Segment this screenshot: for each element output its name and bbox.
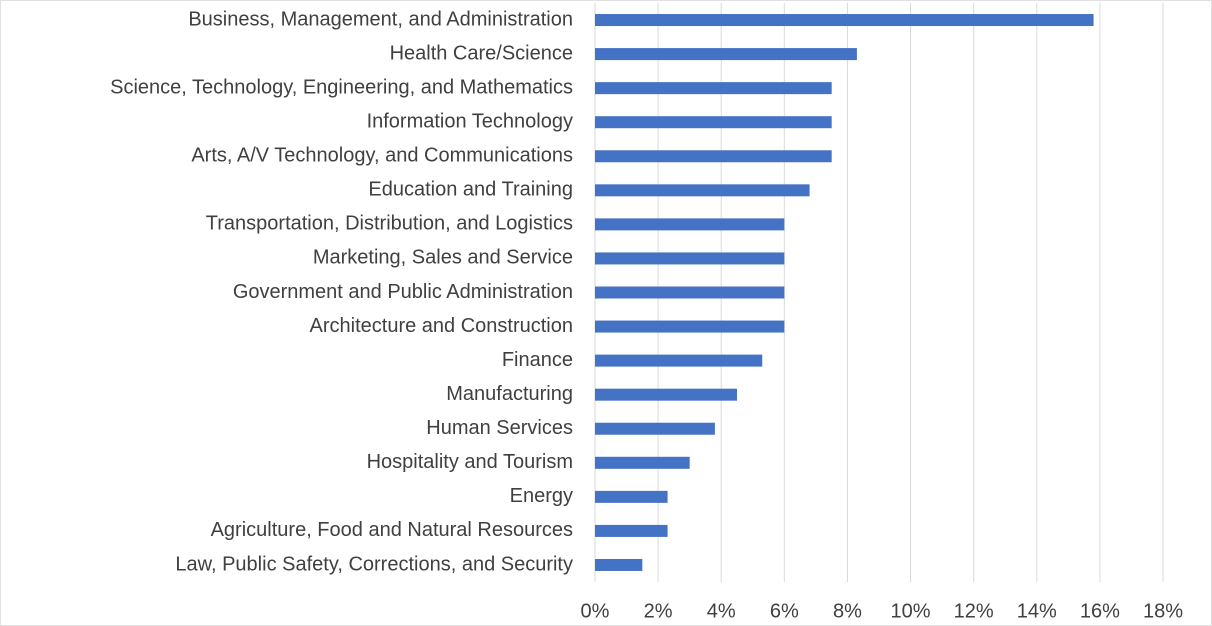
bar [595,422,715,435]
y-tick-label: Agriculture, Food and Natural Resources [211,519,573,541]
bar [595,524,668,537]
y-tick-label: Government and Public Administration [233,281,573,303]
x-tick-label: 8% [833,600,862,622]
bar [595,320,785,333]
bar [595,116,832,129]
y-tick-label: Finance [502,349,573,371]
y-tick-label: Science, Technology, Engineering, and Ma… [110,76,573,98]
bar [595,184,810,197]
y-tick-label: Manufacturing [446,383,573,405]
y-tick-label: Law, Public Safety, Corrections, and Sec… [175,553,573,575]
y-tick-label: Transportation, Distribution, and Logist… [206,213,573,235]
x-tick-label: 12% [954,600,994,622]
bar [595,456,690,469]
y-tick-label: Hospitality and Tourism [367,451,573,473]
bar [595,14,1094,27]
bar [595,82,832,95]
y-tick-label: Information Technology [367,110,573,132]
y-tick-label: Human Services [426,417,573,439]
x-tick-label: 0% [581,600,610,622]
x-tick-label: 16% [1080,600,1120,622]
y-tick-label: Health Care/Science [390,42,573,64]
bar [595,48,857,61]
x-tick-label: 10% [891,600,931,622]
y-tick-label: Arts, A/V Technology, and Communications [191,145,573,167]
y-tick-label: Architecture and Construction [310,315,573,337]
bar [595,558,643,571]
bar [595,218,785,231]
x-tick-label: 6% [770,600,799,622]
x-tick-label: 14% [1017,600,1057,622]
bar [595,354,763,367]
bar [595,490,668,503]
bar [595,388,737,401]
y-tick-label: Business, Management, and Administration [188,8,573,30]
x-tick-label: 4% [707,600,736,622]
y-tick-label: Energy [510,485,573,507]
y-tick-label: Marketing, Sales and Service [313,247,573,269]
y-tick-label: Education and Training [368,179,573,201]
bar [595,150,832,163]
x-tick-label: 18% [1143,600,1183,622]
bar [595,252,785,265]
bar [595,286,785,299]
x-tick-label: 2% [644,600,673,622]
